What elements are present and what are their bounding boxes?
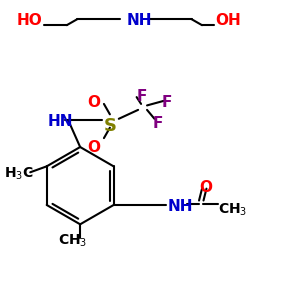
Text: CH$_3$: CH$_3$ bbox=[58, 232, 87, 249]
Text: O: O bbox=[199, 180, 212, 195]
Text: S: S bbox=[104, 117, 117, 135]
Text: F: F bbox=[153, 116, 163, 131]
Text: HN: HN bbox=[47, 114, 73, 129]
Text: NH: NH bbox=[168, 199, 193, 214]
Text: F: F bbox=[136, 89, 147, 104]
Text: HO: HO bbox=[16, 13, 42, 28]
Text: O: O bbox=[88, 140, 100, 154]
Text: NH: NH bbox=[126, 13, 152, 28]
Text: F: F bbox=[162, 95, 172, 110]
Text: OH: OH bbox=[215, 13, 241, 28]
Text: H$_3$C: H$_3$C bbox=[4, 166, 34, 182]
Text: O: O bbox=[88, 95, 100, 110]
Text: CH$_3$: CH$_3$ bbox=[218, 201, 248, 218]
